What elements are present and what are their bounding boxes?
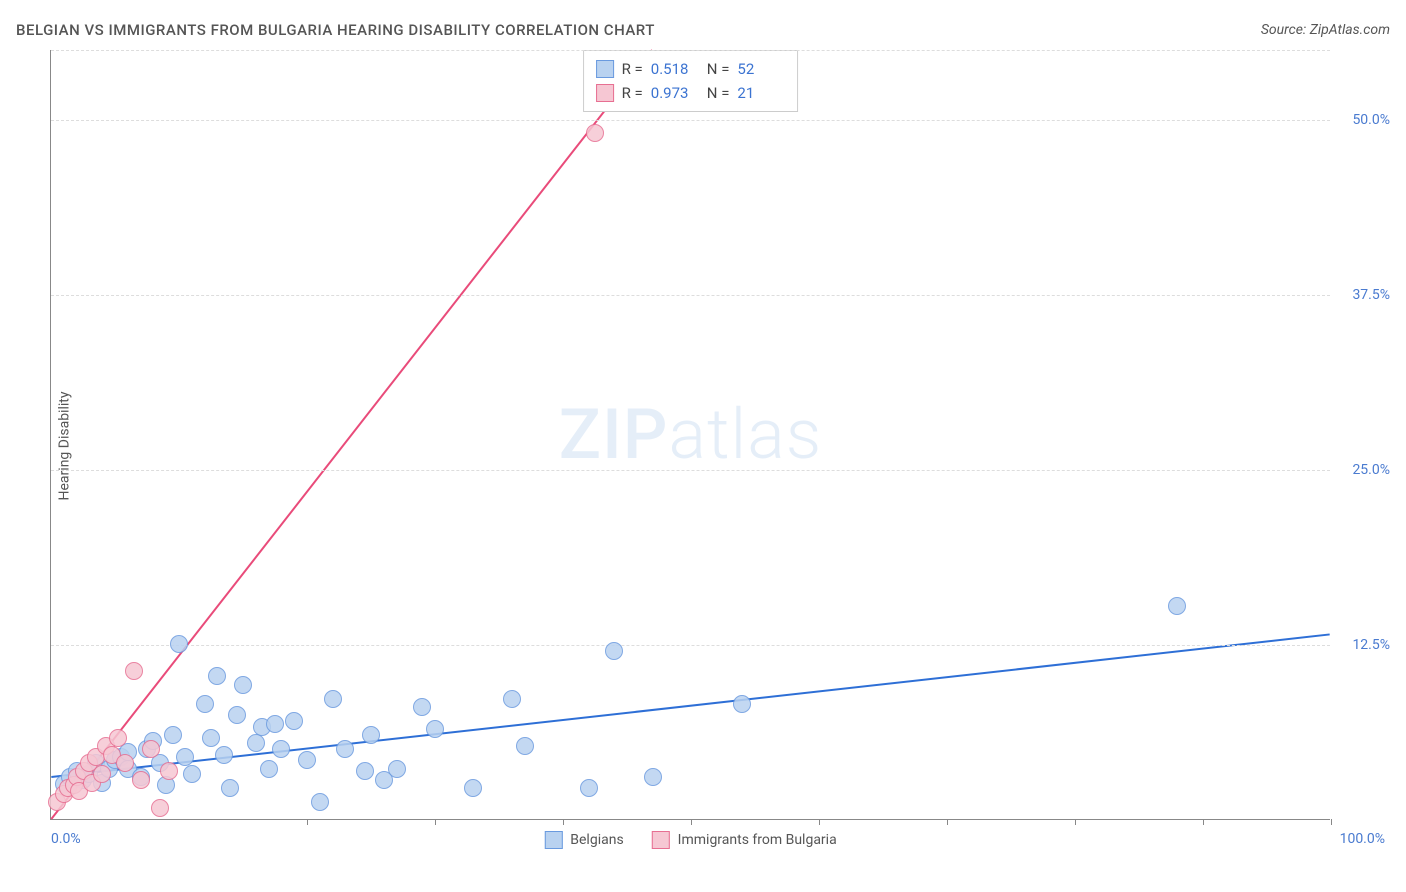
data-point [160,762,178,780]
watermark: ZIPatlas [559,394,823,476]
data-point [285,712,303,730]
data-point [605,642,623,660]
data-point [336,740,354,758]
legend-label-immigrants: Immigrants from Bulgaria [678,832,837,848]
data-point [183,765,201,783]
chart-title: BELGIAN VS IMMIGRANTS FROM BULGARIA HEAR… [16,21,655,39]
legend-item-belgians: Belgians [544,831,623,849]
y-tick-label: 37.5% [1352,287,1390,303]
x-tick [691,819,692,825]
y-tick-label: 50.0% [1352,112,1390,128]
x-tick [819,819,820,825]
data-point [109,729,127,747]
data-point [196,695,214,713]
regression-lines [51,50,1330,819]
x-tick [435,819,436,825]
stats-row-belgians: R = 0.518 N = 52 [596,57,786,81]
data-point [580,779,598,797]
x-axis-max-label: 100.0% [1340,831,1385,847]
data-point [164,726,182,744]
data-point [202,729,220,747]
x-tick [1331,819,1332,825]
x-tick [1203,819,1204,825]
data-point [208,667,226,685]
data-point [426,720,444,738]
data-point [132,771,150,789]
swatch-immigrants-icon [652,831,670,849]
swatch-belgians-icon [544,831,562,849]
data-point [125,662,143,680]
y-tick-label: 25.0% [1352,462,1390,478]
swatch-belgians [596,60,614,78]
data-point [247,734,265,752]
data-point [170,635,188,653]
legend-label-belgians: Belgians [570,832,623,848]
x-axis-min-label: 0.0% [51,831,81,847]
data-point [733,695,751,713]
data-point [221,779,239,797]
gridline [51,645,1330,646]
data-point [516,737,534,755]
data-point [272,740,290,758]
x-tick [563,819,564,825]
data-point [260,760,278,778]
gridline [51,470,1330,471]
data-point [266,715,284,733]
bottom-legend: Belgians Immigrants from Bulgaria [544,831,836,849]
gridline [51,295,1330,296]
data-point [116,754,134,772]
data-point [503,690,521,708]
stats-row-immigrants: R = 0.973 N = 21 [596,81,786,105]
y-tick-label: 12.5% [1352,637,1390,653]
data-point [644,768,662,786]
x-tick [307,819,308,825]
gridline [51,50,1330,51]
data-point [311,793,329,811]
data-point [464,779,482,797]
data-point [228,706,246,724]
legend-item-immigrants: Immigrants from Bulgaria [652,831,837,849]
swatch-immigrants [596,84,614,102]
gridline [51,120,1330,121]
data-point [586,124,604,142]
data-point [142,740,160,758]
data-point [413,698,431,716]
plot-area: ZIPatlas R = 0.518 N = 52 R = 0.973 N = … [50,50,1330,820]
data-point [362,726,380,744]
source-attribution: Source: ZipAtlas.com [1261,22,1390,38]
data-point [1168,597,1186,615]
x-tick [947,819,948,825]
data-point [324,690,342,708]
data-point [176,748,194,766]
x-tick [1075,819,1076,825]
data-point [151,799,169,817]
data-point [356,762,374,780]
data-point [298,751,316,769]
stats-legend-box: R = 0.518 N = 52 R = 0.973 N = 21 [583,50,799,112]
data-point [234,676,252,694]
data-point [215,746,233,764]
data-point [93,765,111,783]
data-point [388,760,406,778]
